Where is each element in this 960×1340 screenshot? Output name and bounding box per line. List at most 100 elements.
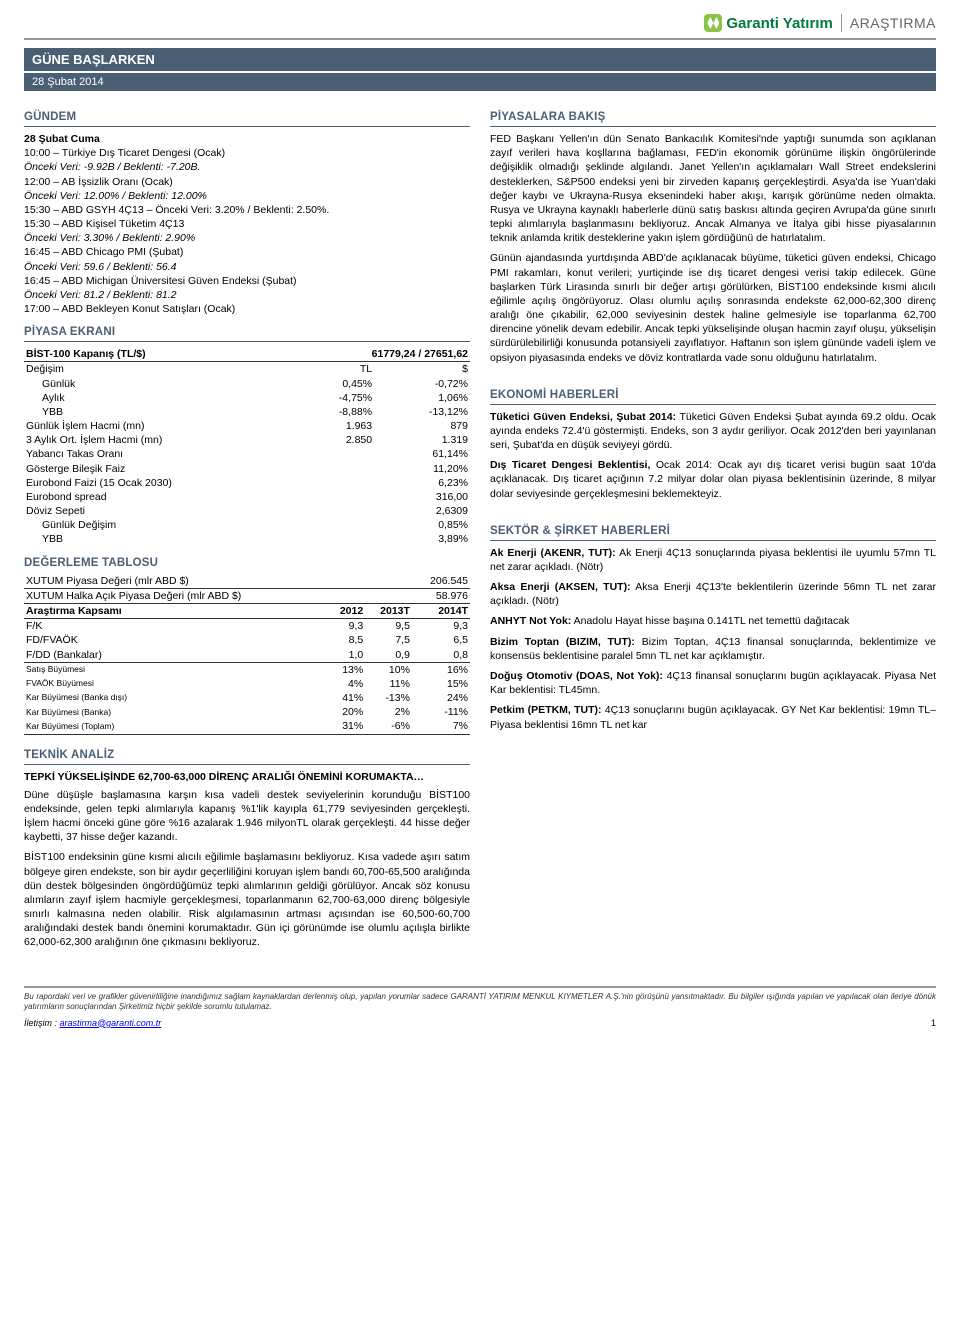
- company-5-lead: Doğuş Otomotiv (DOAS, Not Yok):: [490, 670, 663, 682]
- eko-p1: Tüketici Güven Endeksi, Şubat 2014: Tüke…: [490, 410, 936, 453]
- table-cell: 1,0: [327, 648, 365, 663]
- table-cell: XUTUM Halka Açık Piyasa Değeri (mlr ABD …: [24, 588, 327, 603]
- bakis-p2: Günün ajandasında yurtdışında ABD'de açı…: [490, 251, 936, 364]
- table-cell: 2,6309: [374, 504, 470, 518]
- table-cell: 2014T: [412, 603, 470, 618]
- page-header: Garanti Yatırım ARAŞTIRMA: [24, 14, 936, 32]
- gundem-body: 28 Şubat Cuma10:00 – Türkiye Dış Ticaret…: [24, 132, 470, 316]
- table-cell: YBB: [24, 532, 291, 546]
- table-cell: 0,9: [365, 648, 412, 663]
- table-row: Yabancı Takas Oranı 61,14%: [24, 447, 470, 461]
- left-column: GÜNDEM 28 Şubat Cuma10:00 – Türkiye Dış …: [24, 101, 470, 956]
- company-news-1: Ak Enerji (AKENR, TUT): Ak Enerji 4Ç13 s…: [490, 546, 936, 574]
- table-cell: 9,3: [412, 619, 470, 634]
- table-cell: [365, 588, 412, 603]
- table-cell: Kar Büyümesi (Toplam): [24, 719, 327, 734]
- table-cell: 879: [374, 419, 470, 433]
- table-row: F/DD (Bankalar)1,00,90,8: [24, 648, 470, 663]
- table-cell: 7%: [412, 719, 470, 734]
- table-row: F/K9,39,59,3: [24, 619, 470, 634]
- table-cell: 0,85%: [374, 518, 470, 532]
- table-cell: $: [374, 362, 470, 377]
- contact-email-link[interactable]: arastirma@garanti.com.tr: [60, 1018, 162, 1028]
- teknik-heading: TEPKİ YÜKSELİŞİNDE 62,700-63,000 DİRENÇ …: [24, 770, 470, 784]
- table-row: FD/FVAÖK8,57,56,5: [24, 633, 470, 647]
- table-cell: 8,5: [327, 633, 365, 647]
- table-cell: 13%: [327, 662, 365, 677]
- main-columns: GÜNDEM 28 Şubat Cuma10:00 – Türkiye Dış …: [24, 101, 936, 956]
- table-cell: F/DD (Bankalar): [24, 648, 327, 663]
- teknik-p2: BİST100 endeksinin güne kısmi alıcılı eğ…: [24, 850, 470, 949]
- table-row: Eurobond Faizi (15 Ocak 2030)6,23%: [24, 476, 470, 490]
- table-cell: Günlük İşlem Hacmi (mn): [24, 419, 291, 433]
- table-cell: 1.319: [374, 433, 470, 447]
- table-cell: [365, 574, 412, 589]
- agenda-line: 15:30 – ABD GSYH 4Ç13 – Önceki Veri: 3.2…: [24, 203, 470, 217]
- table-cell: Değişim: [24, 362, 291, 377]
- table-cell: Aylık: [24, 391, 291, 405]
- table-row: Eurobond spread316,00: [24, 490, 470, 504]
- table-cell: F/K: [24, 619, 327, 634]
- piyasa-ekrani-table: BİST-100 Kapanış (TL/$)61779,24 / 27651,…: [24, 347, 470, 546]
- agenda-line: Önceki Veri: 81.2 / Beklenti: 81.2: [24, 288, 470, 302]
- degerleme-table: XUTUM Piyasa Değeri (mlr ABD $)206.545XU…: [24, 574, 470, 735]
- table-cell: 31%: [327, 719, 365, 734]
- table-cell: 20%: [327, 705, 365, 719]
- table-cell: TL: [291, 362, 374, 377]
- table-cell: [291, 518, 374, 532]
- table-row: Kar Büyümesi (Banka)20%2%-11%: [24, 705, 470, 719]
- table-cell: [291, 476, 374, 490]
- degerleme-title: DEĞERLEME TABLOSU: [24, 557, 470, 569]
- table-cell: [291, 504, 374, 518]
- table-row: Satış Büyümesi13%10%16%: [24, 662, 470, 677]
- table-cell: 0,8: [412, 648, 470, 663]
- table-cell: 2012: [327, 603, 365, 618]
- table-cell: 9,3: [327, 619, 365, 634]
- sektor-title: SEKTÖR & ŞİRKET HABERLERİ: [490, 525, 936, 541]
- table-cell: 1,06%: [374, 391, 470, 405]
- bakis-p1: FED Başkanı Yellen'ın dün Senato Bankacı…: [490, 132, 936, 245]
- table-cell: Yabancı Takas Oranı: [24, 447, 291, 461]
- company-news-3: ANHYT Not Yok: Anadolu Hayat hisse başın…: [490, 614, 936, 628]
- eko-p2-lead: Dış Ticaret Dengesi Beklentisi,: [490, 459, 650, 471]
- agenda-line: Önceki Veri: 3.30% / Beklenti: 2.90%: [24, 231, 470, 245]
- table-cell: 24%: [412, 691, 470, 705]
- bakis-title: PİYASALARA BAKIŞ: [490, 111, 936, 127]
- table-cell: 1.963: [291, 419, 374, 433]
- table-cell: 6,5: [412, 633, 470, 647]
- table-cell: [291, 532, 374, 546]
- company-news-4: Bizim Toptan (BIZIM, TUT): Bizim Toptan,…: [490, 635, 936, 663]
- agenda-line: Önceki Veri: 59.6 / Beklenti: 56.4: [24, 260, 470, 274]
- piyasa-ekrani-title: PİYASA EKRANI: [24, 326, 470, 342]
- company-news-5: Doğuş Otomotiv (DOAS, Not Yok): 4Ç13 fin…: [490, 669, 936, 697]
- table-cell: 4%: [327, 677, 365, 691]
- table-cell: 2.850: [291, 433, 374, 447]
- table-cell: 6,23%: [374, 476, 470, 490]
- table-cell: FVAÖK Büyümesi: [24, 677, 327, 691]
- eko-title: EKONOMİ HABERLERİ: [490, 389, 936, 405]
- table-cell: [291, 462, 374, 476]
- report-title: GÜNE BAŞLARKEN: [24, 48, 936, 71]
- table-row: YBB-8,88%-13,12%: [24, 405, 470, 419]
- eko-p2: Dış Ticaret Dengesi Beklentisi, Ocak 201…: [490, 458, 936, 501]
- header-divider: [841, 14, 842, 32]
- table-cell: 41%: [327, 691, 365, 705]
- table-cell: 10%: [365, 662, 412, 677]
- agenda-line: 16:45 – ABD Michigan Üniversitesi Güven …: [24, 274, 470, 288]
- teknik-p1: Düne düşüşle başlamasına karşın kısa vad…: [24, 788, 470, 845]
- clover-icon: [704, 14, 722, 32]
- table-cell: 61779,24 / 27651,62: [291, 347, 470, 362]
- table-cell: 7,5: [365, 633, 412, 647]
- table-cell: 61,14%: [374, 447, 470, 461]
- contact-label: İletişim :: [24, 1018, 57, 1028]
- teknik-title: TEKNİK ANALİZ: [24, 749, 470, 765]
- table-cell: Kar Büyümesi (Banka): [24, 705, 327, 719]
- table-row: Günlük İşlem Hacmi (mn)1.963879: [24, 419, 470, 433]
- header-rule: [24, 38, 936, 40]
- agenda-line: Önceki Veri: -9.92B / Beklenti: -7.20B.: [24, 160, 470, 174]
- table-cell: Gösterge Bileşik Faiz: [24, 462, 291, 476]
- agenda-line: 28 Şubat Cuma: [24, 132, 470, 146]
- agenda-line: 10:00 – Türkiye Dış Ticaret Dengesi (Oca…: [24, 146, 470, 160]
- table-row: Kar Büyümesi (Toplam)31%-6%7%: [24, 719, 470, 734]
- agenda-line: 15:30 – ABD Kişisel Tüketim 4Ç13: [24, 217, 470, 231]
